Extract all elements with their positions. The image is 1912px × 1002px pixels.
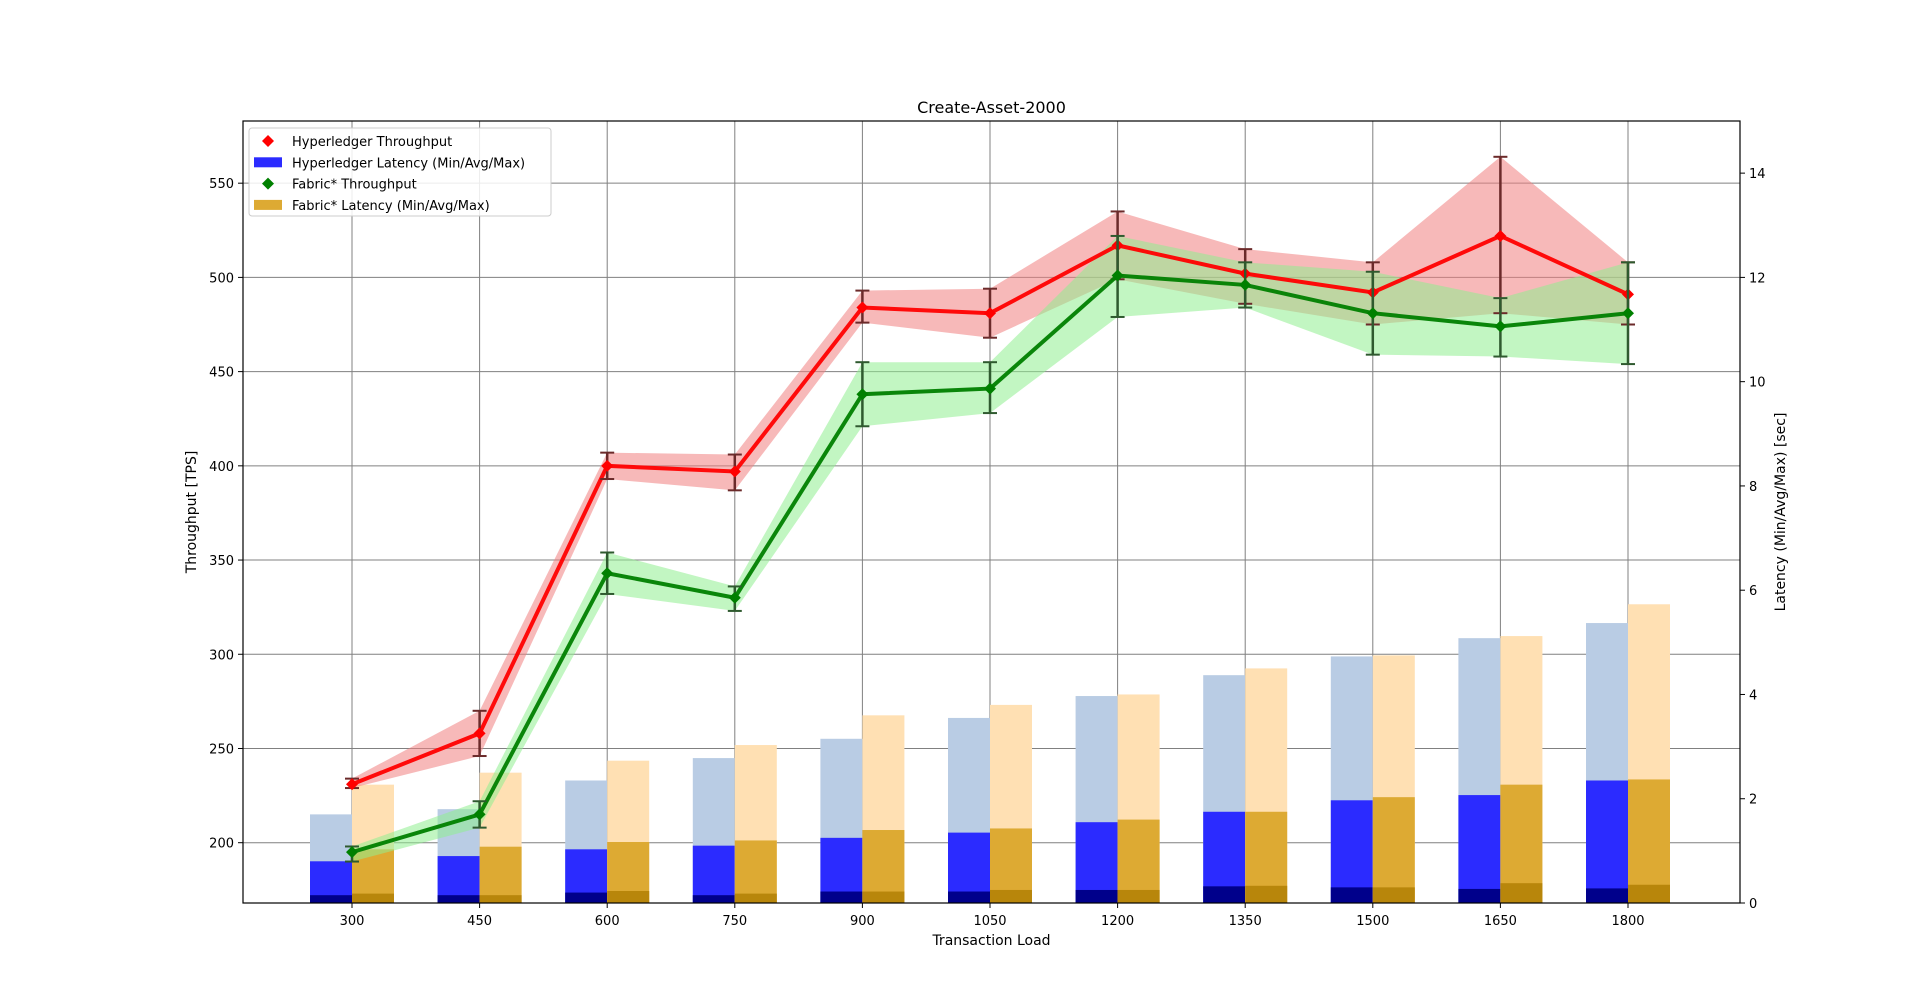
latency-bar-fabric-avg [1628,779,1670,903]
latency-bar-fabric-avg [862,830,905,903]
latency-bars [310,604,1670,903]
throughput-point-hyperledger [346,778,358,791]
y-tick-label: 500 [209,271,234,286]
y-tick-label: 400 [209,460,234,475]
throughput-point-hyperledger [728,465,741,478]
latency-bar-fabric-min [990,889,1032,903]
x-tick-label: 600 [595,914,620,929]
y2-tick-label: 12 [1749,271,1766,286]
plot-frame [242,120,1741,904]
latency-bar-hyperledger-min [820,891,863,903]
x-tick-label: 450 [467,914,492,929]
x-tick-label: 300 [340,914,365,929]
x-tick-label: 1350 [1229,914,1262,929]
throughput-point-fabric [1622,307,1634,320]
y2-tick-label: 14 [1749,167,1766,182]
latency-bar-hyperledger-avg [1330,800,1373,903]
legend-patch [254,157,282,168]
throughput-point-fabric [346,846,358,859]
latency-bar-hyperledger-min [1458,888,1501,903]
latency-bar-fabric-avg [479,846,522,903]
throughput-point-hyperledger [1494,229,1507,242]
latency-bar-hyperledger-min [692,895,735,903]
latency-bar-fabric-min [734,893,777,903]
x-tick-label: 750 [722,914,747,929]
latency-bar-fabric-min [479,895,522,903]
x-tick-label: 1500 [1356,914,1389,929]
legend-marker [262,135,274,147]
y2-tick-label: 10 [1749,376,1766,391]
y-tick-label: 450 [209,366,234,381]
latency-bar-fabric-min [1500,883,1543,903]
throughput-point-hyperledger [984,307,996,320]
chart-title: Create-Asset-2000 [917,98,1066,117]
y-tick-label: 200 [209,837,234,852]
y2-axis-label: Latency (Min/Avg/Max) [sec] [1773,413,1789,612]
x-tick-label: 1800 [1611,914,1644,929]
latency-bar-hyperledger-min [1330,887,1373,903]
x-axis-label: Transaction Load [931,933,1050,949]
throughput-point-fabric [856,388,869,401]
latency-bar-fabric-min [607,891,650,903]
latency-bar-hyperledger-min [310,895,352,903]
y2-tick-label: 0 [1749,897,1757,912]
y2-tick-label: 8 [1749,480,1757,495]
latency-bar-hyperledger-min [1075,889,1118,903]
x-tick-label: 900 [850,914,875,929]
legend-patch [254,199,282,210]
throughput-point-hyperledger [856,301,869,314]
latency-bar-fabric-min [862,891,905,903]
legend: Hyperledger Throughput Hyperledger Latenc… [248,127,552,217]
latency-bar-fabric-min [352,893,394,903]
throughput-point-fabric [728,591,741,604]
throughput-point-fabric [1494,320,1507,333]
throughput-point-fabric [1111,269,1124,282]
x-tick-label: 1200 [1101,914,1134,929]
y-tick-label: 550 [209,177,234,192]
legend-label: Hyperledger Throughput [292,135,452,150]
throughput-point-hyperledger [601,459,614,472]
throughput-point-fabric [601,567,614,580]
y2-tick-label: 2 [1749,793,1757,808]
legend-box [248,127,552,217]
latency-bar-hyperledger-min [1586,888,1628,903]
latency-bar-hyperledger-min [437,895,480,903]
y-tick-label: 350 [209,554,234,569]
legend-label: Hyperledger Latency (Min/Avg/Max) [292,156,525,171]
latency-bar-hyperledger-avg [692,845,735,903]
throughput-point-fabric [1239,278,1252,291]
axes: 300 450 600 750 900 1050 1200 1350 1500 1650 1800 2… [209,120,1766,929]
y-axis-label: Throughput [TPS] [184,451,200,575]
throughput-lines [345,155,1635,863]
latency-bar-hyperledger-min [948,891,990,903]
latency-bar-hyperledger-avg [1586,780,1628,903]
legend-label: Fabric* Throughput [292,178,417,193]
latency-bar-hyperledger-avg [1075,822,1118,903]
x-tick-label: 1650 [1484,914,1517,929]
legend-marker [262,177,274,190]
latency-bar-fabric-avg [734,840,777,903]
latency-bar-fabric-avg [1372,797,1415,903]
latency-bar-hyperledger-avg [1458,795,1501,903]
throughput-point-fabric [984,382,996,395]
throughput-point-hyperledger [473,727,486,740]
y-tick-label: 250 [209,742,234,757]
legend-label: Fabric* Latency (Min/Avg/Max) [292,199,490,214]
x-tick-label: 1050 [973,914,1006,929]
latency-bar-hyperledger-min [565,892,608,903]
throughput-point-fabric [473,808,486,821]
latency-bar-fabric-avg [1117,819,1160,903]
y-tick-label: 300 [209,648,234,663]
latency-bar-fabric-min [1372,887,1415,903]
latency-bar-fabric-min [1117,889,1160,903]
throughput-point-fabric [1366,307,1379,320]
latency-bar-fabric-min [1628,884,1670,903]
y2-tick-label: 4 [1749,688,1757,703]
latency-bar-hyperledger-avg [948,832,990,903]
y2-tick-label: 6 [1749,584,1757,599]
latency-bar-fabric-min [1245,885,1288,903]
latency-bar-hyperledger-min [1203,886,1246,903]
